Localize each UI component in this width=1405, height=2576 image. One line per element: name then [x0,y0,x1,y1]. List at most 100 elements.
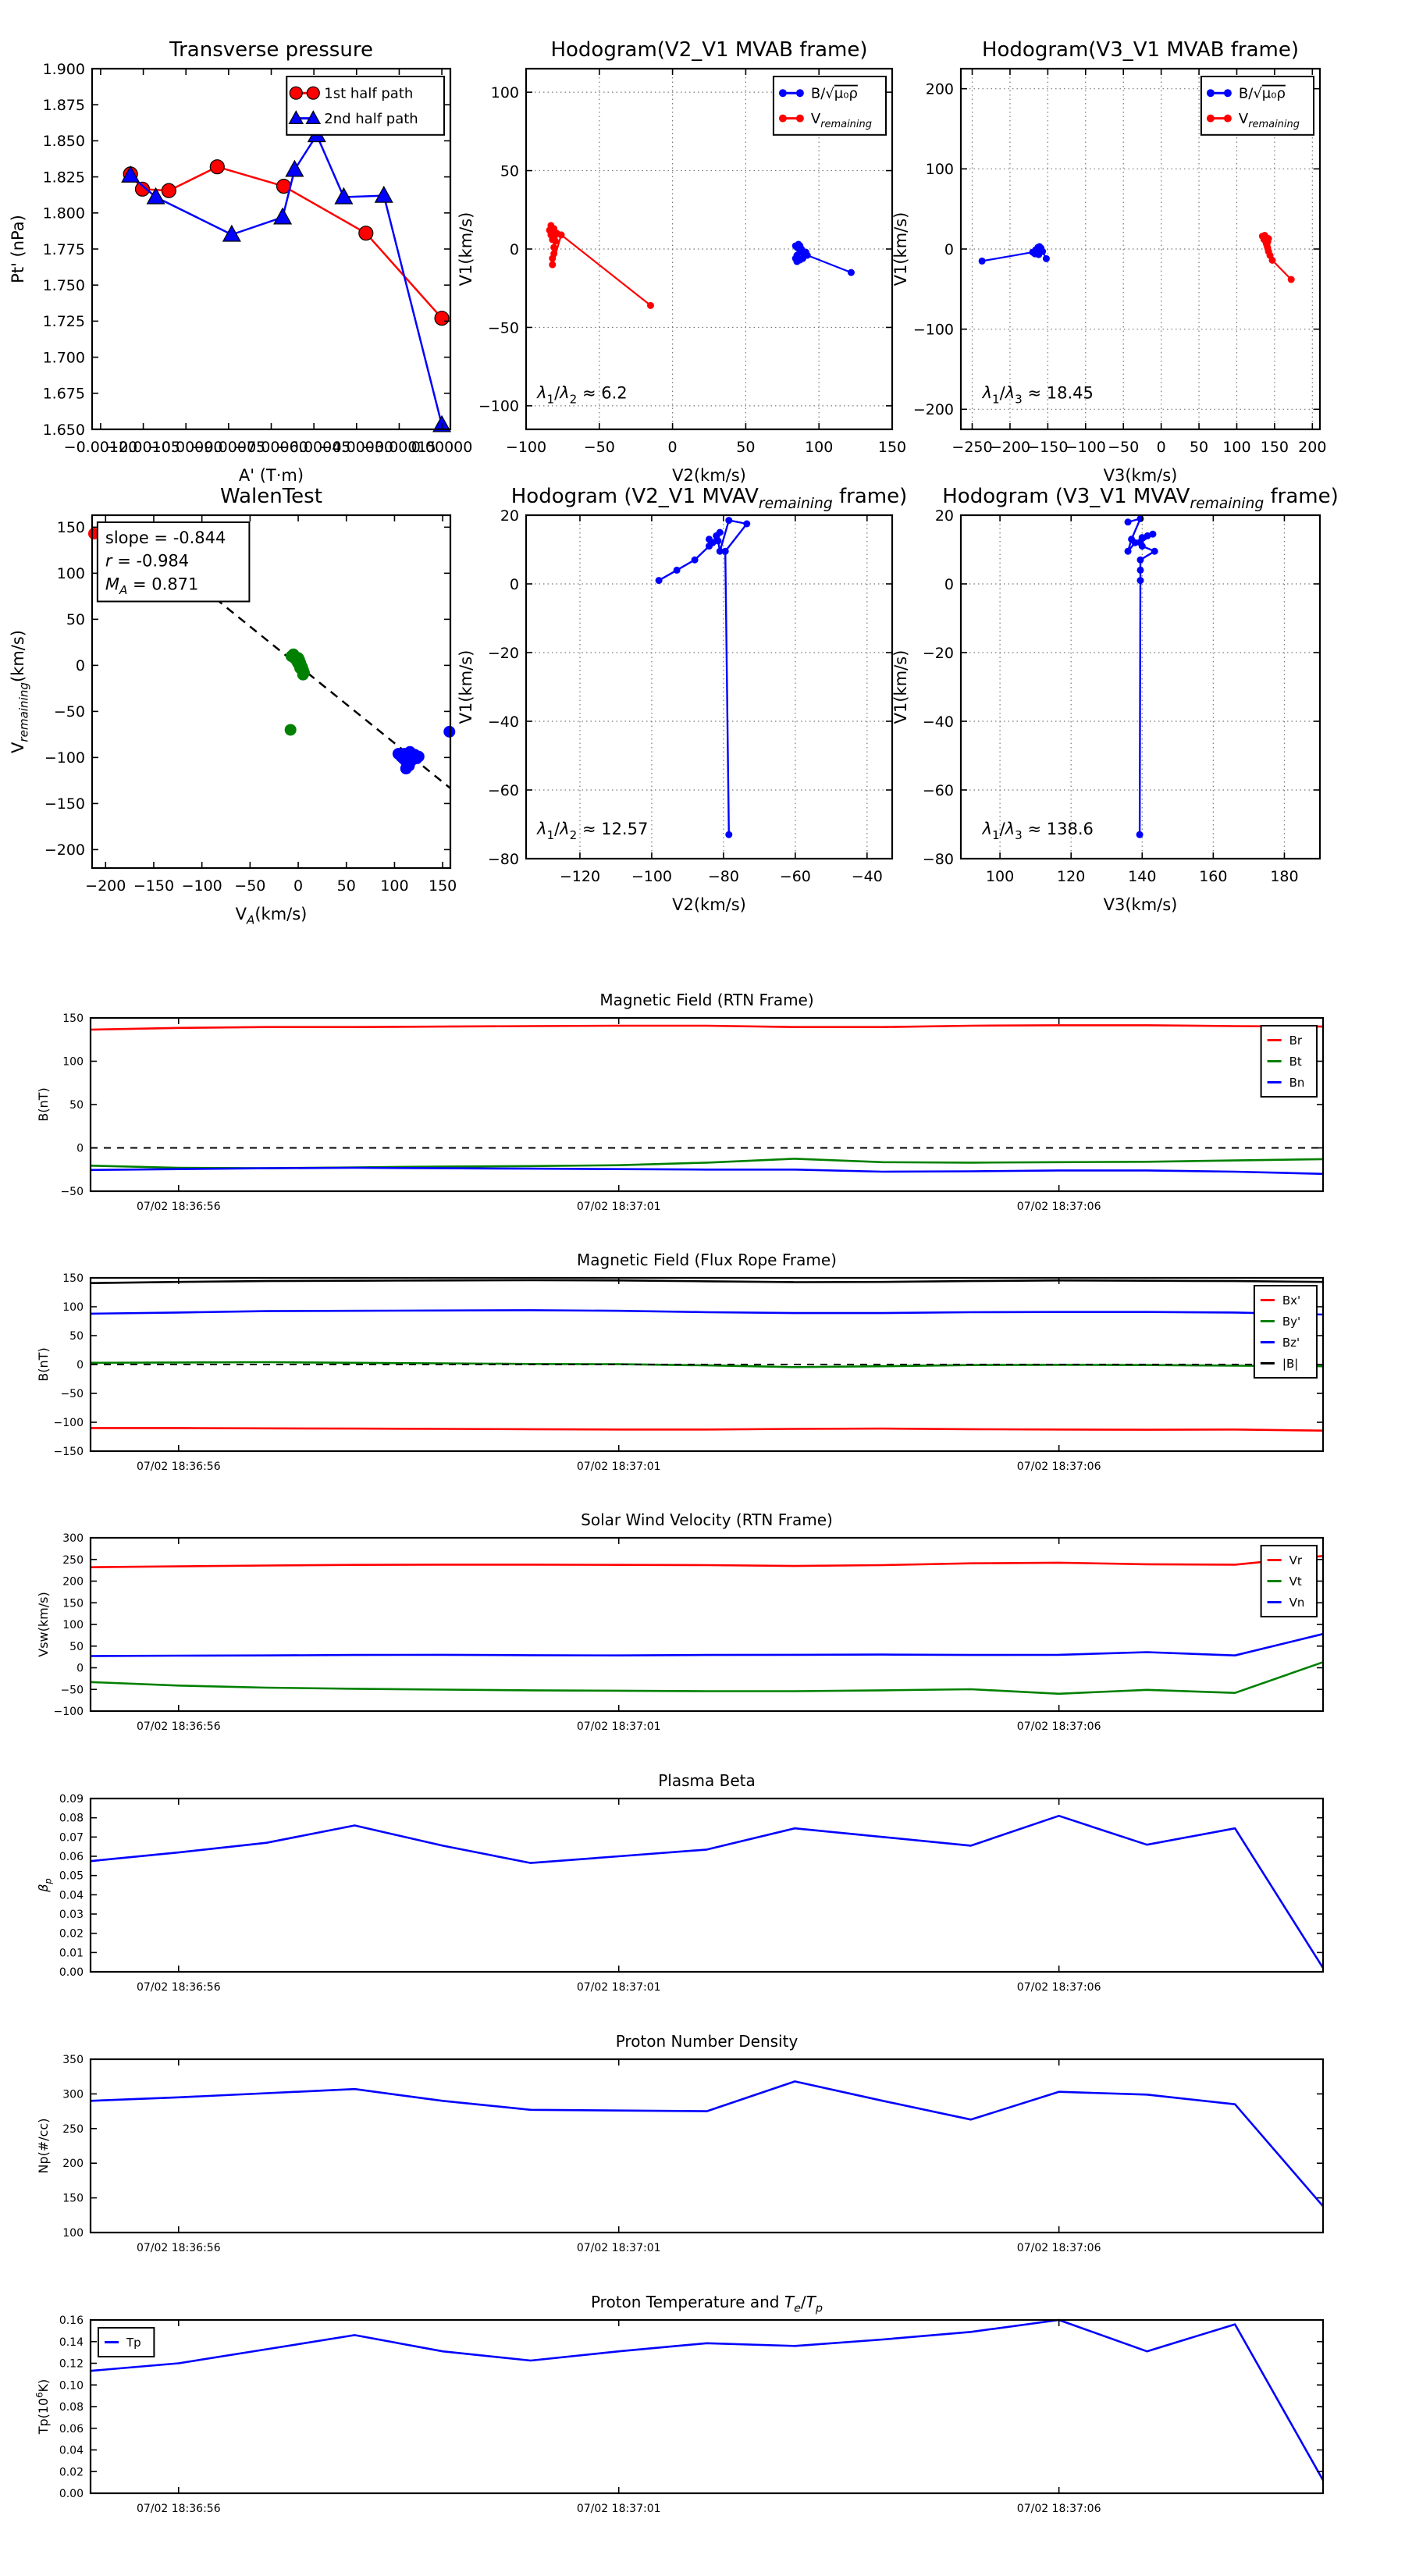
x-tick-label: 07/02 18:37:01 [577,2503,661,2515]
chart-title: Hodogram(V2_V1 MVAB frame) [550,38,867,62]
x-tick-label: −50 [1108,439,1139,456]
y-tick-label: 20 [500,507,519,525]
y-axis-label: B(nT) [36,1087,51,1121]
y-tick-label: 0 [944,576,954,593]
y-tick-label: 100 [57,565,85,582]
x-tick-label: 180 [1270,868,1298,885]
x-tick-label: 150 [1261,439,1289,456]
y-tick-label: −60 [488,782,519,799]
y-tick-label: 100 [62,1619,84,1631]
y-axis-label: V1(km/s) [891,212,910,286]
y-tick-label: −200 [913,401,954,418]
x-tick-label: −0.00030 [320,439,394,456]
x-tick-label: 100 [1222,439,1250,456]
y-tick-label: 50 [69,1330,84,1343]
y-tick-label: −60 [923,782,954,799]
x-tick-label: −200 [990,439,1030,456]
y-tick-label: −80 [488,851,519,868]
x-tick-label: −80 [708,868,739,885]
x-tick-label: 07/02 18:36:56 [137,1720,221,1733]
x-tick-label: −120 [560,868,600,885]
annotation-line: MA = 0.871 [105,575,199,598]
series-markers-1st half path [123,159,450,326]
y-axis-label: βp [36,1878,53,1893]
x-tick-label: 07/02 18:37:01 [577,2242,661,2254]
legend-label: Vr [1289,1553,1303,1567]
x-tick-label: −50 [584,439,615,456]
x-tick-label: −150 [1027,439,1068,456]
y-tick-label: −50 [60,1186,84,1198]
x-tick-label: −250 [951,439,992,456]
chart-hodogram_v3v1_mvab: −250−200−150−100 −50 0 50 100 150 200−200−1000… [891,38,1326,485]
y-axis-label: B(nT) [36,1347,51,1381]
x-tick-label: 07/02 18:36:56 [137,1981,221,1994]
x-tick-label: 150 [878,439,906,456]
chart-proton_density: 07/02 18:36:56 07/02 18:37:01 07/02 18:37:… [36,2032,1325,2254]
legend-label: Vn [1289,1596,1305,1610]
y-tick-label: 0 [76,1359,84,1372]
y-tick-label: −50 [60,1684,84,1696]
y-tick-label: 1.900 [43,61,85,78]
x-tick-label: 07/02 18:37:06 [1017,1461,1101,1473]
annotation-line: slope = -0.844 [105,528,226,547]
annotation: λ1/λ3 ≈ 138.6 [982,820,1094,842]
y-tick-label: 1.650 [43,422,85,439]
y-tick-label: 100 [62,1056,84,1069]
y-tick-label: 200 [62,2158,84,2170]
series-line-V_remaining [548,224,652,307]
y-tick-label: 0.08 [59,2401,84,2414]
legend-box [772,76,887,136]
annotation-line: r = -0.984 [105,552,189,571]
y-tick-label: −20 [488,645,519,662]
x-tick-label: −60 [780,868,811,885]
x-tick-label: 200 [1298,439,1326,456]
y-tick-label: 50 [69,1641,84,1653]
x-tick-label: 100 [805,439,833,456]
legend-label: Bx' [1282,1293,1300,1308]
x-tick-label: 150 [429,877,457,895]
y-tick-label: 0 [944,241,954,258]
x-tick-label: 160 [1199,868,1227,885]
x-tick-label: 0 [1157,439,1166,456]
legend-label: |B| [1282,1357,1298,1371]
y-tick-label: −150 [54,1446,84,1458]
y-tick-label: 0 [76,1663,84,1675]
x-axis-label: V3(km/s) [1104,895,1178,914]
series-markers-B_over_sqrt_mu0rho [978,243,1050,265]
x-tick-label: 100 [380,877,408,895]
x-tick-label: −150 [133,877,174,895]
y-tick-label: 350 [62,2054,84,2066]
x-tick-label: −0.00015 [362,439,436,456]
legend-label: Vt [1289,1574,1302,1589]
y-tick-label: 0.14 [59,2336,84,2349]
y-axis-label: Np(#/cc) [36,2119,51,2174]
x-tick-label: 07/02 18:37:06 [1017,1201,1101,1213]
x-axis-label: A' (T·m) [239,466,304,485]
x-axis-label: V2(km/s) [672,466,746,485]
chart-title: Hodogram (V2_V1 MVAVremaining frame) [511,485,908,512]
y-tick-label: 0.04 [59,2445,84,2457]
y-tick-label: −100 [913,322,954,339]
x-tick-label: 140 [1128,868,1156,885]
legend-box [286,76,445,136]
series-markers-2nd half path [121,125,452,432]
x-tick-label: 120 [1057,868,1085,885]
chart-b_fluxrope: 07/02 18:36:56 07/02 18:37:01 07/02 18:37:… [36,1251,1325,1473]
x-tick-label: 07/02 18:37:01 [577,1720,661,1733]
series-line-Vn [90,1632,1324,1657]
x-tick-label: 07/02 18:37:06 [1017,1720,1101,1733]
y-tick-label: 100 [926,161,954,178]
y-tick-label: 150 [62,2193,84,2205]
series-markers-B_path [1124,514,1158,838]
y-tick-label: 1.750 [43,277,85,294]
y-tick-label: 0.01 [59,1947,84,1959]
y-tick-label: 0 [76,1143,84,1155]
series-line-fit-line [191,578,451,789]
y-tick-label: −200 [44,841,85,859]
x-tick-label: 07/02 18:37:01 [577,1461,661,1473]
y-tick-label: 1.775 [43,241,85,258]
x-tick-label: 07/02 18:36:56 [137,1461,221,1473]
chart-title: Hodogram (V3_V1 MVAVremaining frame) [942,485,1339,512]
y-tick-label: −50 [54,703,85,720]
y-tick-label: 200 [926,81,954,98]
